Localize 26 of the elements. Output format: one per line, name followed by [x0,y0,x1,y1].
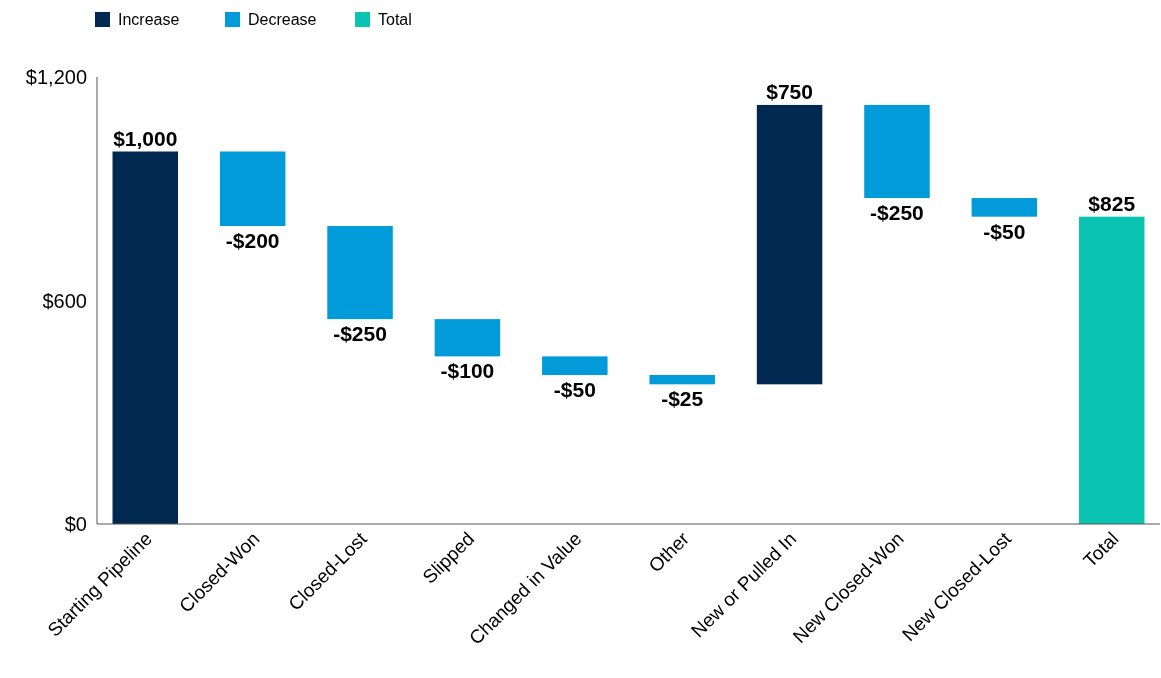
data-label: -$25 [661,387,704,411]
data-label: -$200 [225,229,280,252]
data-label: -$50 [553,378,596,401]
bar [864,104,930,199]
data-label: $750 [766,79,813,103]
data-label: $1,000 [113,126,178,150]
data-label: -$100 [440,359,495,383]
bar [971,198,1038,217]
data-label: -$250 [870,201,924,225]
bar [649,375,715,385]
bar [1078,216,1145,524]
data-label: -$250 [333,322,387,346]
data-label: -$50 [983,219,1026,243]
legend-label: Increase [118,11,180,28]
bar [756,104,823,385]
data-label: $825 [1088,191,1136,215]
legend-label: Decrease [248,11,317,28]
legend-label: Total [378,11,412,28]
y-tick-label: $0 [64,513,87,535]
bar [219,151,286,226]
bar [434,319,501,357]
y-tick-label: $1,200 [25,66,87,88]
bar [542,356,608,375]
bar [112,151,179,524]
y-tick-label: $600 [42,289,87,312]
bar [327,226,393,320]
